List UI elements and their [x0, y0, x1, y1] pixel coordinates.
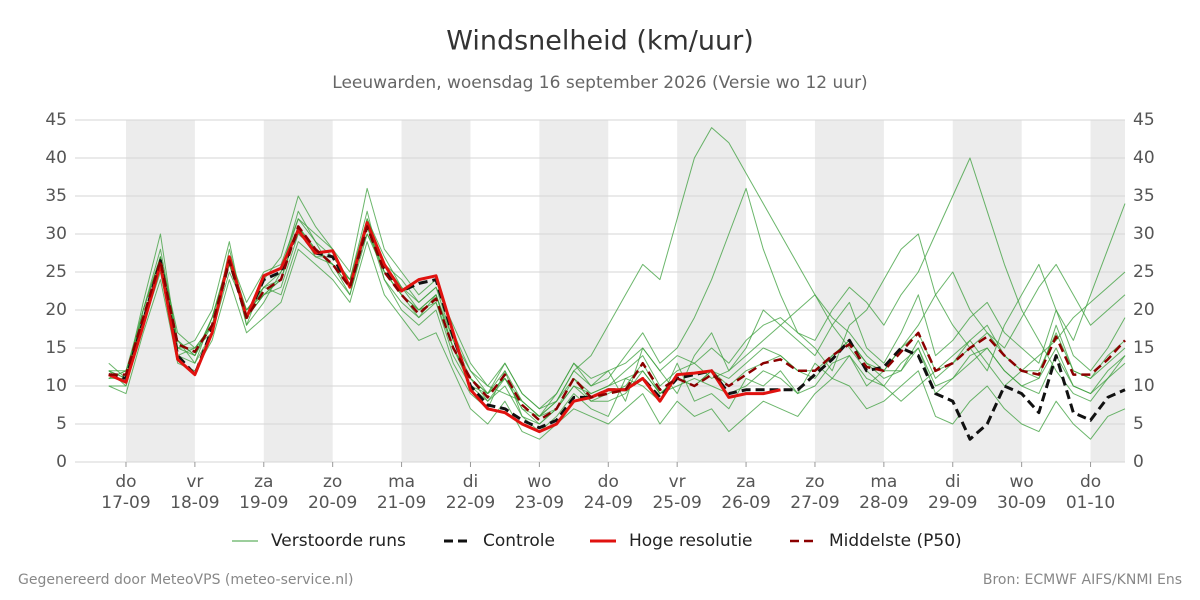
x-tick-date: 20-09	[308, 493, 357, 513]
x-tick-day: di	[463, 472, 479, 492]
y-tick-label: 20	[45, 300, 67, 320]
y2-tick-label: 0	[1133, 452, 1144, 472]
day-shade	[952, 120, 1022, 462]
day-shade	[1090, 120, 1125, 462]
x-tick-date: 27-09	[790, 493, 839, 513]
day-shade	[263, 120, 333, 462]
y2-tick-label: 15	[1133, 338, 1155, 358]
ensemble-line	[108, 225, 1126, 425]
y-tick-label: 45	[45, 110, 67, 130]
y-tick-label: 40	[45, 148, 67, 168]
y2-tick-label: 10	[1133, 376, 1155, 396]
day-shade	[814, 120, 884, 462]
chart-title: Windsnelheid (km/uur)	[446, 26, 754, 57]
series-line	[108, 221, 781, 434]
y2-tick-label: 20	[1133, 300, 1155, 320]
x-tick-date: 24-09	[584, 493, 633, 513]
series-line	[108, 225, 1126, 422]
legend-label: Hoge resolutie	[629, 531, 753, 551]
y2-tick-label: 35	[1133, 186, 1155, 206]
y-tick-label: 30	[45, 224, 67, 244]
ensemble-line	[108, 127, 1126, 417]
x-tick-date: 17-09	[101, 493, 150, 513]
y-tick-label: 25	[45, 262, 67, 282]
x-tick-day: wo	[1009, 472, 1033, 492]
ensemble-line	[108, 225, 1126, 417]
y2-tick-label: 5	[1133, 414, 1144, 434]
y2-tick-label: 30	[1133, 224, 1155, 244]
footer-left: Gegenereerd door MeteoVPS (meteo-service…	[18, 572, 353, 588]
x-tick-date: 22-09	[446, 493, 495, 513]
chart-subtitle: Leeuwarden, woensdag 16 september 2026 (…	[332, 73, 867, 93]
x-tick-day: zo	[805, 472, 824, 492]
ensemble-line	[108, 210, 1126, 417]
x-tick-date: 21-09	[377, 493, 426, 513]
x-tick-date: 28-09	[859, 493, 908, 513]
x-tick-day: do	[1080, 472, 1101, 492]
ensemble-line	[108, 241, 1126, 440]
x-tick-day: wo	[527, 472, 551, 492]
y-tick-label: 35	[45, 186, 67, 206]
legend-label: Controle	[483, 531, 555, 551]
y-tick-label: 15	[45, 338, 67, 358]
x-tick-day: do	[598, 472, 619, 492]
y2-tick-label: 25	[1133, 262, 1155, 282]
x-tick-day: za	[736, 472, 755, 492]
day-shade	[401, 120, 471, 462]
x-tick-date: 25-09	[652, 493, 701, 513]
legend-label: Verstoorde runs	[271, 531, 406, 551]
day-shade	[125, 120, 195, 462]
series-line	[108, 224, 1126, 441]
x-tick-date: 26-09	[721, 493, 770, 513]
x-tick-day: za	[254, 472, 273, 492]
legend-label: Middelste (P50)	[829, 531, 962, 551]
footer-right: Bron: ECMWF AIFS/KNMI Ens	[983, 572, 1182, 588]
y-tick-label: 5	[56, 414, 67, 434]
y-tick-label: 10	[45, 376, 67, 396]
y2-tick-label: 45	[1133, 110, 1155, 130]
x-tick-date: 30-09	[997, 493, 1046, 513]
x-tick-date: 29-09	[928, 493, 977, 513]
y2-tick-label: 40	[1133, 148, 1155, 168]
x-tick-date: 19-09	[239, 493, 288, 513]
x-tick-day: ma	[870, 472, 897, 492]
x-tick-day: di	[945, 472, 961, 492]
x-tick-date: 23-09	[515, 493, 564, 513]
x-tick-day: vr	[186, 472, 203, 492]
x-tick-day: vr	[669, 472, 686, 492]
y-tick-label: 0	[56, 452, 67, 472]
x-tick-date: 01-10	[1066, 493, 1115, 513]
day-shade	[539, 120, 609, 462]
x-tick-day: ma	[388, 472, 415, 492]
x-tick-date: 18-09	[170, 493, 219, 513]
x-tick-day: do	[115, 472, 136, 492]
x-tick-day: zo	[323, 472, 342, 492]
ensemble-line	[108, 218, 1126, 417]
